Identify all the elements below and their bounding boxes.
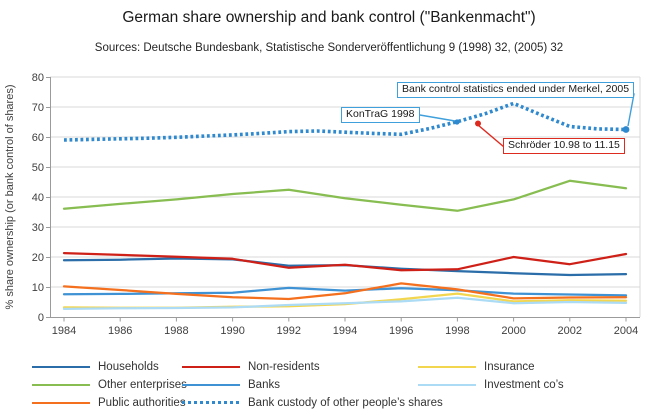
legend-swatch-other-enterprises [32,383,90,386]
annotation-kontrag: KonTraG 1998 [341,107,420,123]
x-tick-label: 1994 [333,325,357,337]
x-tick-label: 1992 [277,325,301,337]
annotation-line-kontrag [413,113,456,122]
series-non-residents [62,251,628,272]
y-tick-label: 50 [32,162,44,174]
legend-label: Other enterprises [98,378,187,391]
series-investment-cos [62,296,628,311]
legend-label: Bank custody of other people’s shares [248,396,443,409]
x-tick-label: 1986 [108,325,132,337]
series-bank-custody [63,101,627,142]
legend-label: Households [98,360,159,373]
annotation-merkel: Bank control statistics ended under Merk… [397,82,635,98]
legend-swatch-insurance [418,365,476,368]
x-tick-label: 2002 [558,325,582,337]
x-tick-label: 1984 [52,325,76,337]
legend-item-bank-custody: Bank custody of other people’s shares [182,395,443,410]
chart-subtitle: Sources: Deutsche Bundesbank, Statistisc… [94,42,564,54]
legend-label: Investment co’s [484,378,564,391]
legend-swatch-bank-custody [182,400,240,405]
y-tick-label: 40 [32,192,44,204]
x-tick-label: 2000 [501,325,525,337]
y-tick-label: 10 [32,282,44,294]
x-tick-label: 2004 [614,325,638,337]
x-tick-label: 1988 [164,325,188,337]
legend-swatch-non-residents [182,365,240,368]
y-axis-title: % share ownership (or bank control of sh… [4,85,16,310]
annotation-schroeder: Schröder 10.98 to 11.15 [503,138,625,154]
legend-swatch-households [32,365,90,368]
legend-swatch-public-authorities [32,401,90,404]
legend-swatch-banks [182,383,240,386]
y-tick-label: 30 [32,222,44,234]
chart-title: German share ownership and bank control … [122,9,536,26]
x-tick-label: 1998 [445,325,469,337]
y-tick-label: 80 [32,72,44,84]
legend-item-public-authorities: Public authorities [32,395,186,410]
legend-label: Non-residents [248,360,320,373]
axes: 0 10 20 30 40 50 60 70 80 1984 1986 1988 1990 1992 199… [32,72,640,337]
series-public-authorities [62,282,628,301]
legend-label: Public authorities [98,396,186,409]
legend-item-other-enterprises: Other enterprises [32,377,187,392]
annotation-line-schroeder [477,124,505,148]
annotation-marker-kontrag [454,119,460,125]
legend-label: Banks [248,378,280,391]
legend-item-banks: Banks [182,377,280,392]
legend-item-investment-cos: Investment co’s [418,377,564,392]
x-tick-label: 1996 [389,325,413,337]
legend-item-insurance: Insurance [418,359,535,374]
legend-item-non-residents: Non-residents [182,359,320,374]
annotation-marker-merkel [622,126,630,133]
series-other-enterprises [62,179,628,212]
annotation-marker-schroeder [475,120,481,127]
y-tick-label: 70 [32,102,44,114]
y-tick-label: 0 [38,312,44,324]
y-tick-label: 60 [32,132,44,144]
legend-item-households: Households [32,359,159,374]
legend-label: Insurance [484,360,535,373]
x-tick-label: 1990 [220,325,244,337]
y-tick-label: 20 [32,252,44,264]
legend-swatch-investment-cos [418,383,476,386]
